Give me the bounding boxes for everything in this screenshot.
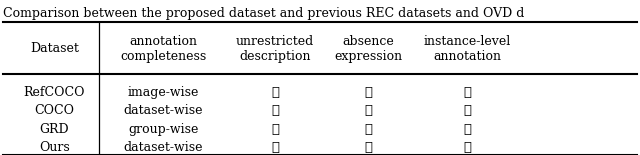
- Text: unrestricted
description: unrestricted description: [236, 35, 314, 63]
- Text: ✓: ✓: [271, 123, 279, 136]
- Text: ✓: ✓: [463, 86, 471, 99]
- Text: ✗: ✗: [364, 123, 372, 136]
- Text: Ours: Ours: [39, 141, 70, 154]
- Text: ✗: ✗: [271, 104, 279, 117]
- Text: ✓: ✓: [463, 104, 471, 117]
- Text: Dataset: Dataset: [30, 42, 79, 55]
- Text: ✓: ✓: [463, 141, 471, 154]
- Text: absence
expression: absence expression: [334, 35, 402, 63]
- Text: ✗: ✗: [463, 123, 471, 136]
- Text: GRD: GRD: [40, 123, 69, 136]
- Text: dataset-wise: dataset-wise: [124, 104, 203, 117]
- Text: RefCOCO: RefCOCO: [24, 86, 85, 99]
- Text: instance-level
annotation: instance-level annotation: [424, 35, 511, 63]
- Text: ✓: ✓: [271, 141, 279, 154]
- Text: annotation
completeness: annotation completeness: [120, 35, 206, 63]
- Text: ✗: ✗: [364, 86, 372, 99]
- Text: ✗: ✗: [364, 104, 372, 117]
- Text: dataset-wise: dataset-wise: [124, 141, 203, 154]
- Text: group-wise: group-wise: [128, 123, 198, 136]
- Text: ✓: ✓: [364, 141, 372, 154]
- Text: image-wise: image-wise: [127, 86, 199, 99]
- Text: Comparison between the proposed dataset and previous REC datasets and OVD d: Comparison between the proposed dataset …: [3, 7, 525, 20]
- Text: ✓: ✓: [271, 86, 279, 99]
- Text: COCO: COCO: [35, 104, 74, 117]
